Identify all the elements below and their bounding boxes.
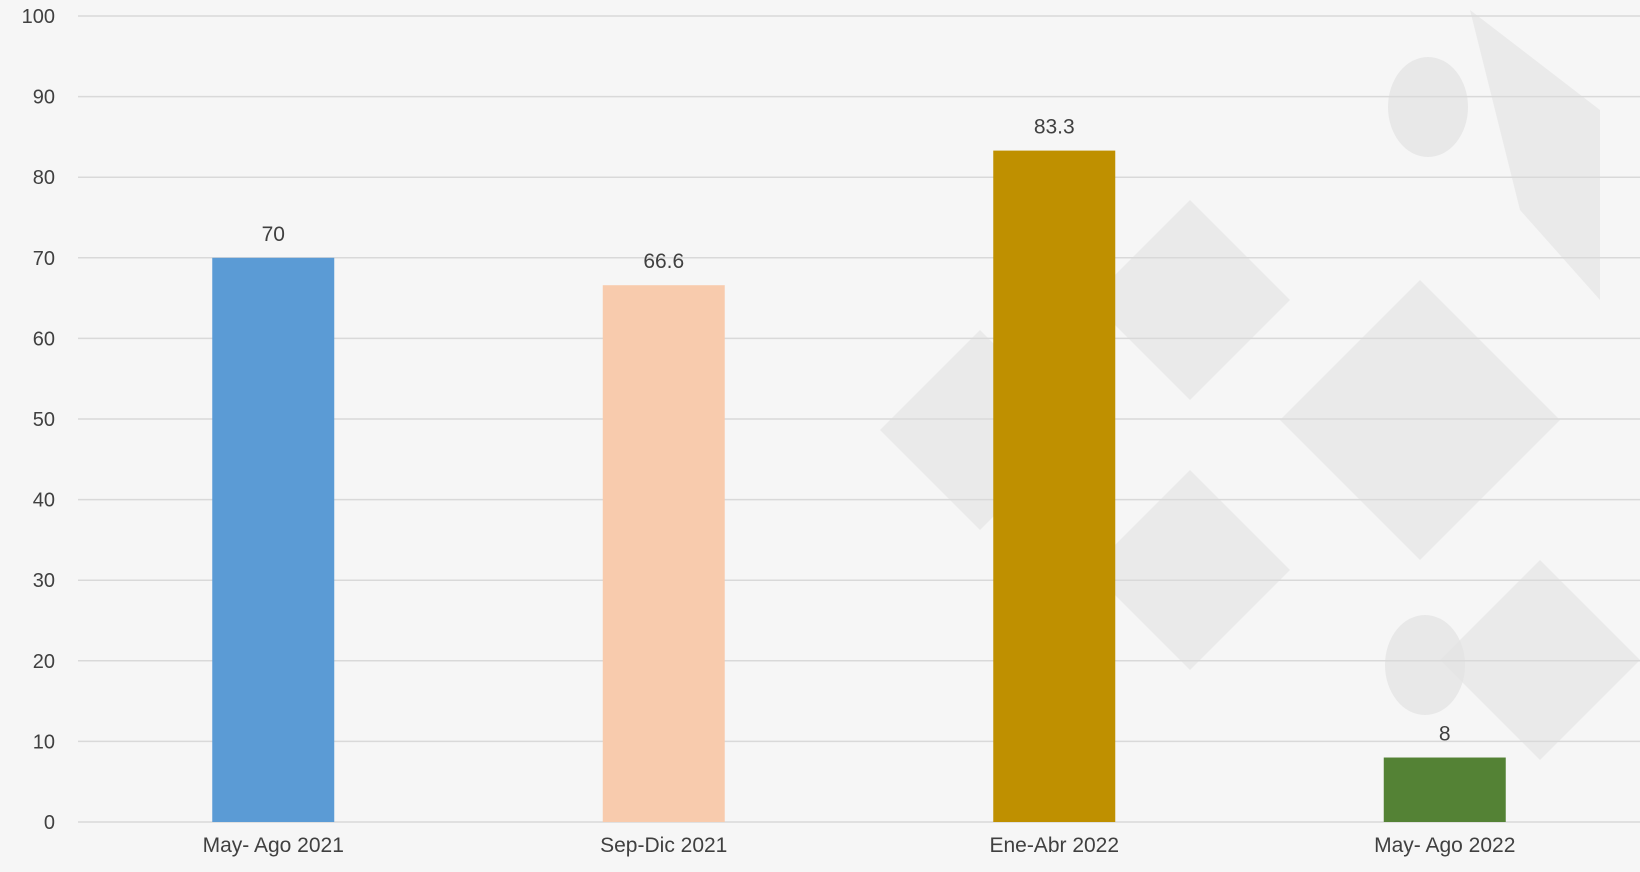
- watermark-shape: [1280, 280, 1560, 560]
- data-label: 70: [262, 223, 285, 246]
- watermark-circle: [1385, 615, 1465, 715]
- x-category-label: Sep-Dic 2021: [600, 834, 727, 857]
- data-label: 83.3: [1034, 116, 1075, 139]
- data-labels: 70 66.6 83.3 8: [262, 116, 1451, 746]
- watermark-shape: [1470, 10, 1600, 300]
- x-axis-category-labels: May- Ago 2021 Sep-Dic 2021 Ene-Abr 2022 May…: [203, 834, 1516, 857]
- watermark-circle: [1388, 57, 1468, 157]
- data-label: 8: [1439, 723, 1451, 746]
- bar: [1383, 757, 1506, 822]
- y-tick-label: 90: [33, 87, 55, 109]
- bars: [212, 150, 1506, 823]
- bar: [602, 285, 725, 823]
- bar: [212, 257, 335, 822]
- y-tick-label: 40: [33, 490, 55, 512]
- y-tick-label: 30: [33, 570, 55, 592]
- gridlines: [78, 15, 1640, 823]
- x-category-label: May- Ago 2021: [203, 834, 344, 857]
- data-label: 66.6: [643, 250, 684, 273]
- y-tick-label: 100: [22, 6, 55, 28]
- watermark-shape: [1090, 200, 1290, 400]
- y-tick-label: 60: [33, 328, 55, 350]
- y-tick-label: 20: [33, 651, 55, 673]
- bar: [993, 150, 1116, 823]
- y-tick-label: 70: [33, 248, 55, 270]
- y-tick-label: 10: [33, 731, 55, 753]
- watermark-shape: [1090, 470, 1290, 670]
- y-tick-label: 50: [33, 409, 55, 431]
- y-tick-label: 0: [44, 812, 55, 834]
- watermark-shape: [1440, 560, 1640, 760]
- y-tick-label: 80: [33, 167, 55, 189]
- x-category-label: May- Ago 2022: [1374, 834, 1515, 857]
- x-category-label: Ene-Abr 2022: [989, 834, 1119, 857]
- y-axis-tick-labels: 0 10 20 30 40 50 60 70 80 90 100: [22, 6, 55, 834]
